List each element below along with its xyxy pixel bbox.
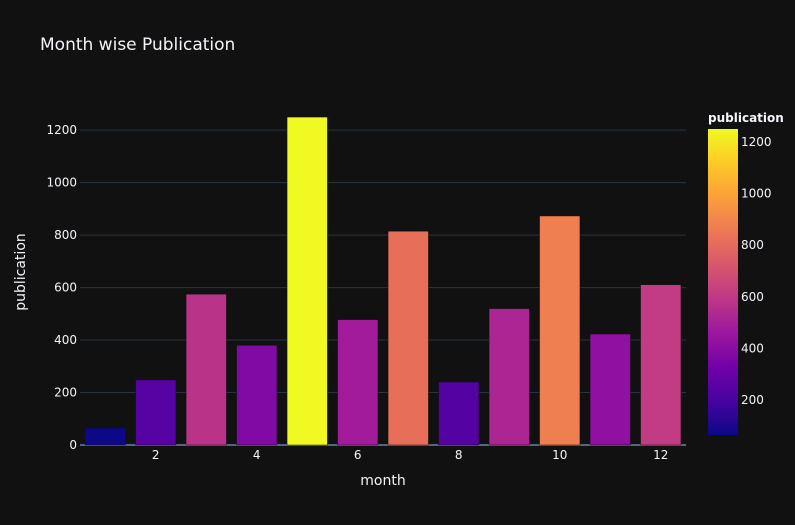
bar-month-4 — [236, 345, 278, 446]
bar-month-9 — [488, 308, 530, 446]
x-axis-ticks: 2 4 6 8 10 12 — [152, 448, 668, 462]
bar-month-6 — [337, 319, 379, 446]
bar-month-10 — [539, 215, 581, 446]
colorbar-ticks: 200 400 600 800 1000 1200 — [741, 135, 772, 407]
y-tick-label: 200 — [54, 386, 77, 400]
bar-month-5 — [286, 116, 328, 446]
y-tick-label: 600 — [54, 281, 77, 295]
bar-month-12 — [640, 284, 682, 446]
y-axis-title: publication — [13, 233, 29, 311]
colorbar-tick-label: 200 — [741, 393, 764, 407]
bar-month-8 — [438, 381, 480, 446]
colorbar-tick-label: 400 — [741, 341, 764, 355]
y-tick-label: 0 — [69, 438, 77, 452]
x-tick-label: 10 — [552, 448, 567, 462]
bar-month-2 — [135, 379, 177, 446]
colorbar-tick-label: 600 — [741, 290, 764, 304]
colorbar — [708, 129, 738, 435]
y-tick-label: 1200 — [46, 123, 77, 137]
y-tick-label: 1000 — [46, 176, 77, 190]
y-tick-label: 400 — [54, 333, 77, 347]
x-tick-label: 4 — [253, 448, 261, 462]
x-tick-label: 8 — [455, 448, 463, 462]
x-tick-label: 2 — [152, 448, 160, 462]
y-tick-label: 800 — [54, 228, 77, 242]
bars — [84, 116, 682, 446]
chart-title: Month wise Publication — [40, 35, 235, 55]
bar-month-7 — [387, 230, 429, 446]
y-axis-ticks: 0 200 400 600 800 1000 1200 — [46, 123, 77, 452]
colorbar-title: publication — [708, 111, 784, 125]
bar-month-11 — [589, 333, 631, 446]
x-tick-label: 12 — [653, 448, 668, 462]
colorbar-tick-label: 1200 — [741, 135, 772, 149]
colorbar-tick-label: 1000 — [741, 187, 772, 201]
grid-lines — [80, 129, 686, 446]
colorbar-tick-label: 800 — [741, 238, 764, 252]
x-axis-title: month — [360, 473, 405, 489]
x-tick-label: 6 — [354, 448, 362, 462]
bar-month-3 — [185, 293, 227, 446]
bar-month-1 — [84, 427, 126, 446]
